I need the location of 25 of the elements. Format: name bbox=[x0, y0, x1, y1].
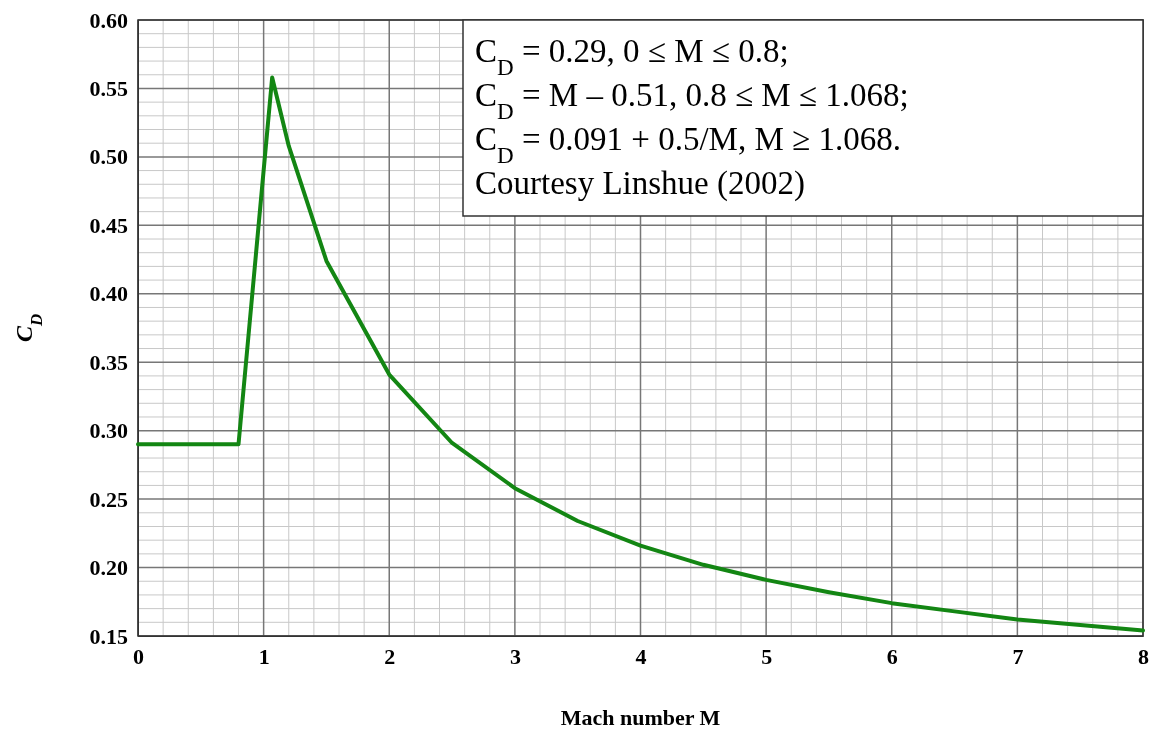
y-tick-label: 0.15 bbox=[89, 623, 128, 649]
x-tick-label: 4 bbox=[635, 643, 647, 669]
annotation: C$_{D}$ = 0.29, 0 ≤ M ≤ 0.8; bbox=[475, 33, 789, 80]
x-tick-label: 0 bbox=[133, 643, 144, 669]
annotation: C$_{D}$ = M – 0.51, 0.8 ≤ M ≤ 1.068; bbox=[475, 77, 909, 124]
y-tick-label: 0.45 bbox=[89, 212, 128, 238]
line-series bbox=[136, 75, 1145, 633]
y-tick-label: 0.35 bbox=[89, 349, 128, 375]
x-tick-label: 7 bbox=[1012, 643, 1024, 669]
annotation: C$_{D}$ = 0.091 + 0.5/M, M ≥ 1.068. bbox=[475, 121, 901, 168]
annotation: Courtesy Linshue (2002) bbox=[475, 165, 805, 202]
x-tick-label: 5 bbox=[761, 643, 773, 669]
x-tick-label: 8 bbox=[1138, 643, 1149, 669]
y-tick-label: 0.30 bbox=[89, 418, 128, 444]
x-tick-label: 1 bbox=[258, 643, 270, 669]
x-axis-title: Mach number M bbox=[560, 705, 721, 730]
y-tick-label: 0.25 bbox=[89, 486, 128, 512]
x-tick-label: 3 bbox=[509, 643, 521, 669]
y-tick-label: 0.55 bbox=[89, 75, 128, 101]
x-tick-label: 2 bbox=[384, 643, 396, 669]
y-tick-label: 0.20 bbox=[89, 555, 128, 581]
y-tick-label: 0.50 bbox=[89, 144, 128, 170]
y-tick-label: 0.60 bbox=[89, 7, 128, 33]
y-tick-label: 0.40 bbox=[89, 281, 128, 307]
x-tick-label: 6 bbox=[886, 643, 898, 669]
